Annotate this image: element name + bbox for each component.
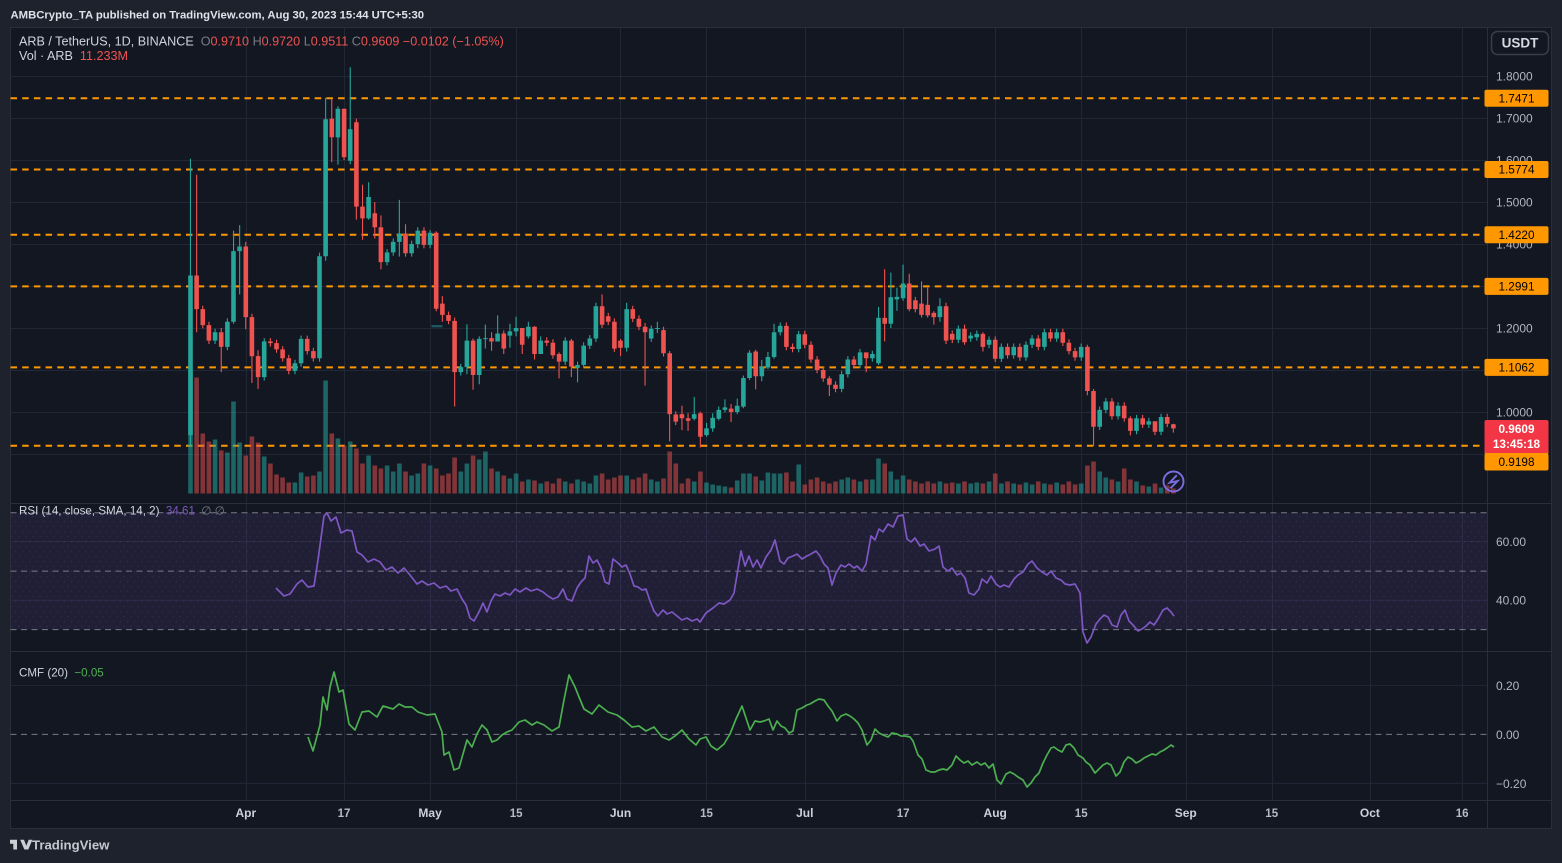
svg-text:1.5000: 1.5000 — [1496, 196, 1533, 210]
svg-text:Apr: Apr — [235, 806, 256, 820]
svg-text:17: 17 — [897, 808, 910, 820]
svg-text:TradingView: TradingView — [32, 838, 110, 853]
svg-text:AMBCrypto_TA published on Trad: AMBCrypto_TA published on TradingView.co… — [11, 10, 425, 22]
svg-text:CMF (20) −0.05: CMF (20) −0.05 — [19, 667, 104, 680]
svg-text:1.0000: 1.0000 — [1496, 406, 1533, 420]
svg-text:1.1062: 1.1062 — [1498, 361, 1534, 375]
svg-text:−0.20: −0.20 — [1496, 777, 1527, 791]
svg-text:15: 15 — [1265, 808, 1278, 820]
svg-text:1.5774: 1.5774 — [1498, 163, 1535, 177]
svg-text:1.7471: 1.7471 — [1498, 91, 1534, 105]
svg-text:16: 16 — [1456, 808, 1469, 820]
svg-text:Sep: Sep — [1175, 806, 1197, 820]
svg-text:15: 15 — [1075, 808, 1088, 820]
svg-text:1.8000: 1.8000 — [1496, 70, 1533, 84]
svg-text:Vol · ARB 11.233M: Vol · ARB 11.233M — [19, 49, 128, 63]
svg-text:15: 15 — [700, 808, 713, 820]
svg-text:RSI (14, close, SMA, 14, 2) 3: RSI (14, close, SMA, 14, 2) 34.61 ∅ ∅ — [19, 505, 225, 518]
svg-text:May: May — [418, 806, 442, 820]
svg-text:0.00: 0.00 — [1496, 728, 1520, 742]
svg-text:ARB / TetherUS, 1D, BINANCE O: ARB / TetherUS, 1D, BINANCE O0.9710 H0.9… — [19, 35, 504, 49]
svg-text:1.4220: 1.4220 — [1498, 228, 1535, 242]
svg-text:40.00: 40.00 — [1496, 594, 1526, 608]
svg-text:0.9198: 0.9198 — [1498, 455, 1535, 469]
svg-text:Jul: Jul — [796, 806, 813, 820]
svg-text:Jun: Jun — [610, 806, 631, 820]
svg-text:USDT: USDT — [1502, 36, 1540, 51]
svg-text:1.2991: 1.2991 — [1498, 280, 1534, 294]
svg-text:15: 15 — [510, 808, 523, 820]
svg-text:1.7000: 1.7000 — [1496, 112, 1533, 126]
svg-text:Aug: Aug — [984, 806, 1007, 820]
svg-text:17: 17 — [338, 808, 351, 820]
svg-text:Oct: Oct — [1360, 806, 1380, 820]
svg-text:0.9609: 0.9609 — [1498, 422, 1535, 436]
svg-text:13:45:18: 13:45:18 — [1493, 437, 1541, 451]
svg-text:60.00: 60.00 — [1496, 535, 1526, 549]
svg-text:1.2000: 1.2000 — [1496, 322, 1533, 336]
svg-text:0.20: 0.20 — [1496, 679, 1520, 693]
